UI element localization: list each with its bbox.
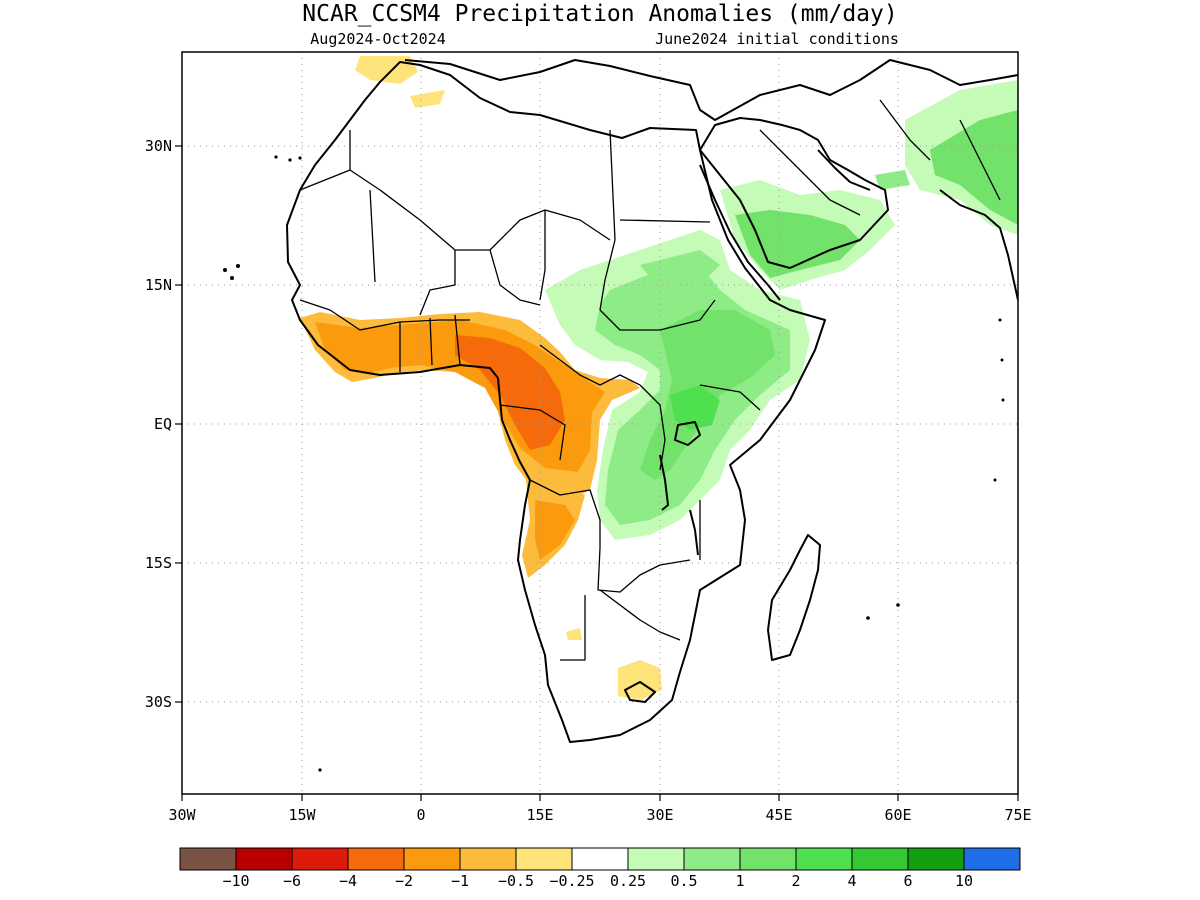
period-label: Aug2024-Oct2024 bbox=[310, 30, 445, 48]
angola-dry-core bbox=[535, 500, 575, 560]
colorbar-swatch bbox=[851, 847, 909, 871]
colorbar-label: 1 bbox=[735, 872, 744, 890]
colorbar-label: 2 bbox=[791, 872, 800, 890]
gulf-inner bbox=[817, 149, 871, 191]
axis-ticks bbox=[175, 145, 1019, 801]
europe-asia-coastline bbox=[404, 59, 1018, 121]
colorbar-label: 0.5 bbox=[670, 872, 697, 890]
colorbar-label: 6 bbox=[903, 872, 912, 890]
lon-label: 15W bbox=[288, 806, 316, 824]
africa-coastline bbox=[286, 61, 826, 743]
coastlines bbox=[286, 59, 1018, 743]
lon-label: 60E bbox=[884, 806, 911, 824]
colorbar-swatch bbox=[515, 847, 573, 871]
map-plot-area bbox=[182, 52, 1018, 794]
india-coastline bbox=[939, 189, 1018, 301]
lon-label: 0 bbox=[416, 806, 425, 824]
lon-label: 30W bbox=[168, 806, 196, 824]
colorbar-swatch bbox=[179, 847, 237, 871]
lon-label: 45E bbox=[765, 806, 792, 824]
algeria-dry-patch bbox=[410, 90, 445, 108]
lat-label: 30S bbox=[145, 693, 172, 711]
colorbar-swatch bbox=[347, 847, 405, 871]
colorbar-swatch bbox=[683, 847, 741, 871]
great-lakes-wet bbox=[670, 385, 720, 430]
graticule bbox=[182, 52, 1018, 794]
colorbar-swatch bbox=[571, 847, 629, 871]
lake-victoria bbox=[674, 421, 701, 446]
south-asia-wet-mid bbox=[930, 110, 1018, 225]
colorbar-swatch bbox=[627, 847, 685, 871]
lon-label: 30E bbox=[646, 806, 673, 824]
initial-conditions-label: June2024 initial conditions bbox=[655, 30, 899, 48]
arabia-coastline bbox=[699, 117, 889, 269]
lake-tanganyika bbox=[659, 454, 669, 511]
lat-label: 15S bbox=[145, 554, 172, 572]
national-borders bbox=[299, 99, 1001, 661]
colorbar-label: −6 bbox=[283, 872, 301, 890]
colorbar-swatch bbox=[459, 847, 517, 871]
colorbar-label: 0.25 bbox=[610, 872, 646, 890]
colorbar-swatch bbox=[739, 847, 797, 871]
lesotho-border bbox=[624, 681, 656, 703]
colorbar-swatch bbox=[235, 847, 293, 871]
colorbar-swatch bbox=[795, 847, 853, 871]
colorbar-label: 4 bbox=[847, 872, 856, 890]
lat-label: EQ bbox=[154, 415, 172, 433]
colorbar-label: −0.5 bbox=[498, 872, 534, 890]
lake-nyasa bbox=[689, 509, 699, 556]
colorbar-swatch bbox=[907, 847, 965, 871]
lon-label: 75E bbox=[1004, 806, 1031, 824]
namibia-dry-patch bbox=[566, 628, 582, 640]
lat-label: 15N bbox=[145, 276, 172, 294]
colorbar-label: −10 bbox=[222, 872, 249, 890]
madagascar-coastline bbox=[767, 534, 821, 661]
colorbar-swatch bbox=[291, 847, 349, 871]
colorbar-label: −2 bbox=[395, 872, 413, 890]
central-africa-dry-core bbox=[455, 335, 565, 450]
map-title: NCAR_CCSM4 Precipitation Anomalies (mm/d… bbox=[302, 1, 897, 27]
longitude-labels: 30W 15W 0 15E 30E 45E 60E 75E bbox=[168, 806, 1031, 824]
colorbar-swatch bbox=[963, 847, 1021, 871]
colorbar-label: −4 bbox=[339, 872, 357, 890]
red-sea-inner bbox=[699, 164, 781, 301]
lon-label: 15E bbox=[526, 806, 553, 824]
islands bbox=[223, 155, 1005, 772]
colorbar-label: 10 bbox=[955, 872, 973, 890]
iran-wet-patch bbox=[875, 170, 910, 190]
colorbar-swatch bbox=[403, 847, 461, 871]
arabia-wet-mid bbox=[735, 210, 860, 278]
map-frame bbox=[181, 51, 1019, 795]
colorbar: −10 −6 −4 −2 −1 −0.5 −0.25 0.25 0.5 1 2 4 6 10 bbox=[179, 847, 1021, 890]
lat-label: 30N bbox=[145, 137, 172, 155]
anomaly-shading bbox=[300, 56, 1018, 700]
colorbar-label: −1 bbox=[451, 872, 469, 890]
colorbar-label: −0.25 bbox=[549, 872, 594, 890]
latitude-labels: 30N 15N EQ 15S 30S bbox=[145, 137, 172, 711]
